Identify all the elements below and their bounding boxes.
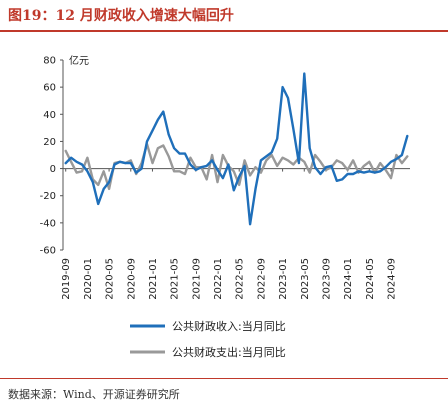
y-tick-label: -20 — [40, 191, 56, 202]
x-tick-label: 2024-09 — [387, 258, 398, 300]
y-tick-label: 80 — [43, 56, 56, 67]
y-axis-unit: 亿元 — [69, 54, 89, 67]
axes: -60 -40 -20 0 20 40 60 80 亿元 2019-09 2020-01 2020-0… — [40, 54, 410, 300]
x-tick-label: 2022-01 — [213, 258, 224, 300]
data-source: 数据来源：Wind、开源证券研究所 — [8, 388, 180, 401]
series-lines — [64, 72, 409, 226]
y-tick-label: 20 — [43, 137, 56, 148]
x-tick-label: 2024-01 — [343, 258, 354, 300]
y-tick-label: -40 — [40, 218, 56, 229]
x-tick-label: 2020-05 — [105, 258, 116, 300]
x-tick-label: 2023-05 — [300, 258, 311, 300]
source-divider — [0, 378, 448, 379]
y-tick-label: 40 — [43, 110, 56, 121]
y-tick-label: 60 — [43, 83, 56, 94]
x-tick-label: 2019-09 — [61, 258, 72, 300]
x-tick-label: 2024-05 — [365, 258, 376, 300]
x-tick-label: 2022-05 — [235, 258, 246, 300]
x-tick-label: 2021-01 — [148, 258, 159, 300]
legend-label: 公共财政支出:当月同比 — [172, 345, 286, 359]
legend-label: 公共财政收入:当月同比 — [172, 319, 286, 333]
x-tick-label: 2020-09 — [126, 258, 137, 300]
title-divider — [0, 30, 448, 32]
x-tick-label: 2023-09 — [321, 258, 332, 300]
y-tick-label: -60 — [40, 246, 56, 257]
series-line-revenue — [64, 72, 409, 226]
x-tick-label: 2021-09 — [191, 258, 202, 300]
x-tick-label: 2020-01 — [83, 258, 94, 300]
y-tick-label: 0 — [50, 164, 56, 175]
x-tick-label: 2023-01 — [278, 258, 289, 300]
x-tick-label: 2021-05 — [170, 258, 181, 300]
figure-title: 图19：12 月财政收入增速大幅回升 — [8, 8, 234, 24]
x-tick-label: 2022-09 — [256, 258, 267, 300]
